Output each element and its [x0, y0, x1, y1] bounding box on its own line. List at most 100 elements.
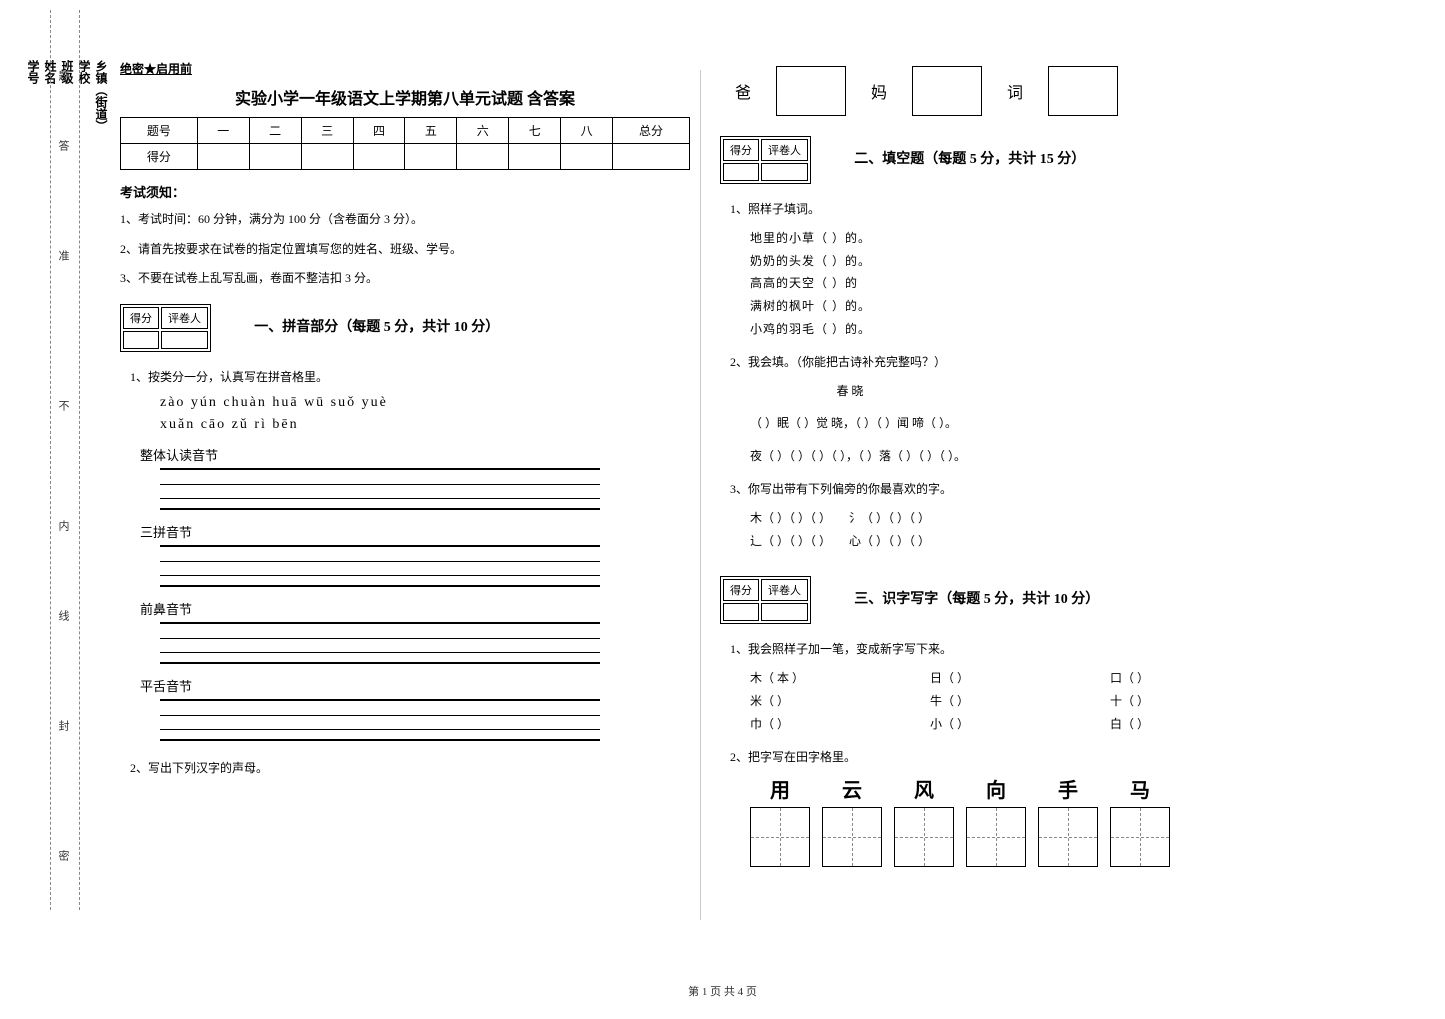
stroke-cell: 巾（ ） [750, 713, 930, 736]
fill-line: 奶奶的头发（ ）的。 [750, 250, 1290, 273]
sub-heading: 前鼻音节 [140, 599, 690, 618]
secret-label: 绝密★启用前 [120, 60, 690, 77]
side-label: 乡镇（街道） [93, 60, 110, 132]
stroke-cell: 米（ ） [750, 690, 930, 713]
char-label: 词 [1007, 79, 1023, 103]
fill-line: 地里的小草（ ）的。 [750, 227, 1290, 250]
section2-header: 得分评卷人 二、填空题（每题 5 分，共计 15 分） [720, 136, 1290, 184]
score-box: 得分评卷人 [720, 136, 811, 184]
tian-col: 向 [966, 774, 1026, 867]
notice-item: 3、不要在试卷上乱写乱画，卷面不整洁扣 3 分。 [120, 268, 690, 290]
poem-line: （ ）眠（ ）觉 晓，（ ）（ ）闻 啼（ ）。 [750, 412, 1290, 435]
stroke-cell: 白（ ） [1110, 713, 1290, 736]
th: 四 [353, 118, 405, 144]
th: 八 [561, 118, 613, 144]
binding-mark: 准 [55, 250, 71, 261]
scorebox-c2: 评卷人 [761, 579, 808, 601]
binding-mark: 封 [55, 720, 71, 731]
pinyin-line2: xuǎn cāo zǔ rì bēn [160, 417, 690, 433]
q1-2: 2、写出下列汉字的声母。 [130, 757, 690, 780]
tian-col: 用 [750, 774, 810, 867]
q1-1: 1、按类分一分，认真写在拼音格里。 [130, 366, 690, 389]
binding-mark: 答 [55, 140, 71, 151]
radical-row: 木（ ）（ ）（ ） 氵（ ）（ ）（ ） [750, 507, 1290, 530]
score-box: 得分评卷人 [720, 576, 811, 624]
th: 五 [405, 118, 457, 144]
tian-char: 向 [966, 774, 1026, 803]
q2-3: 3、你写出带有下列偏旁的你最喜欢的字。 [730, 478, 1290, 501]
page-divider [700, 70, 701, 920]
radical-row: 辶（ ）（ ）（ ） 心（ ）（ ）（ ） [750, 530, 1290, 553]
tian-col: 云 [822, 774, 882, 867]
exam-title: 实验小学一年级语文上学期第八单元试题 含答案 [120, 85, 690, 109]
side-label: 学号 [25, 60, 42, 132]
notice-item: 2、请首先按要求在试卷的指定位置填写您的姓名、班级、学号。 [120, 239, 690, 261]
char-label: 妈 [871, 79, 887, 103]
poem-title: 春 晓 [750, 380, 950, 403]
notice-item: 1、考试时间：60 分钟，满分为 100 分（含卷面分 3 分）。 [120, 209, 690, 231]
tian-col: 马 [1110, 774, 1170, 867]
scorebox-c2: 评卷人 [761, 139, 808, 161]
poem-line: 夜（ ）（ ）（ ）（ ），（ ）落（ ）（ ）（ ）。 [750, 445, 1290, 468]
scorebox-c1: 得分 [723, 579, 759, 601]
th: 总分 [613, 118, 690, 144]
stroke-cell: 日（ ） [930, 667, 1110, 690]
tian-char: 马 [1110, 774, 1170, 803]
th: 题号 [121, 118, 198, 144]
sub-heading: 整体认读音节 [140, 445, 690, 464]
tian-box [1110, 807, 1170, 867]
char-box [776, 66, 846, 116]
stroke-cell: 十（ ） [1110, 690, 1290, 713]
stroke-cell: 木（ 本 ） [750, 667, 930, 690]
td: 得分 [121, 144, 198, 170]
q2-2: 2、我会填。（你能把古诗补充完整吗？） [730, 351, 1290, 374]
tian-box [1038, 807, 1098, 867]
writing-lines [160, 622, 600, 664]
tian-char: 用 [750, 774, 810, 803]
fill-line: 高高的天空（ ）的 [750, 272, 1290, 295]
section1-header: 得分评卷人 一、拼音部分（每题 5 分，共计 10 分） [120, 304, 690, 352]
tian-box [894, 807, 954, 867]
scorebox-c2: 评卷人 [161, 307, 208, 329]
binding-mark: 线 [55, 610, 71, 621]
th: 一 [197, 118, 249, 144]
q3-2: 2、把字写在田字格里。 [730, 746, 1290, 769]
tian-col: 风 [894, 774, 954, 867]
tian-char: 手 [1038, 774, 1098, 803]
fill-line: 满树的枫叶（ ）的。 [750, 295, 1290, 318]
char-box [912, 66, 982, 116]
page-right: 爸 妈 词 得分评卷人 二、填空题（每题 5 分，共计 15 分） 1、照样子填… [720, 60, 1290, 867]
scorebox-c1: 得分 [123, 307, 159, 329]
th: 三 [301, 118, 353, 144]
fill-line: 小鸡的羽毛（ ）的。 [750, 318, 1290, 341]
section3-header: 得分评卷人 三、识字写字（每题 5 分，共计 10 分） [720, 576, 1290, 624]
score-value-row: 得分 [121, 144, 690, 170]
section2-title: 二、填空题（每题 5 分，共计 15 分） [854, 148, 1085, 168]
page-left: 绝密★启用前 实验小学一年级语文上学期第八单元试题 含答案 题号 一 二 三 四… [120, 60, 690, 785]
binding-mark: 不 [55, 400, 71, 411]
sub-heading: 平舌音节 [140, 676, 690, 695]
tian-box [822, 807, 882, 867]
tian-col: 手 [1038, 774, 1098, 867]
writing-lines [160, 699, 600, 741]
score-header-row: 题号 一 二 三 四 五 六 七 八 总分 [121, 118, 690, 144]
tian-box [966, 807, 1026, 867]
tian-box [750, 807, 810, 867]
writing-lines [160, 545, 600, 587]
stroke-cell: 口（ ） [1110, 667, 1290, 690]
sub-heading: 三拼音节 [140, 522, 690, 541]
radical-cell: 木（ ）（ ）（ ） [750, 511, 831, 525]
writing-lines [160, 468, 600, 510]
binding-mark: 内 [55, 520, 71, 531]
th: 六 [457, 118, 509, 144]
score-table: 题号 一 二 三 四 五 六 七 八 总分 得分 [120, 117, 690, 170]
stroke-cell: 小（ ） [930, 713, 1110, 736]
section3-title: 三、识字写字（每题 5 分，共计 10 分） [854, 588, 1099, 608]
q3-1: 1、我会照样子加一笔，变成新字写下来。 [730, 638, 1290, 661]
tian-row: 用 云 风 向 手 马 [750, 774, 1290, 867]
tian-char: 风 [894, 774, 954, 803]
tian-char: 云 [822, 774, 882, 803]
notice-title: 考试须知： [120, 182, 690, 201]
section1-title: 一、拼音部分（每题 5 分，共计 10 分） [254, 316, 499, 336]
scorebox-c1: 得分 [723, 139, 759, 161]
